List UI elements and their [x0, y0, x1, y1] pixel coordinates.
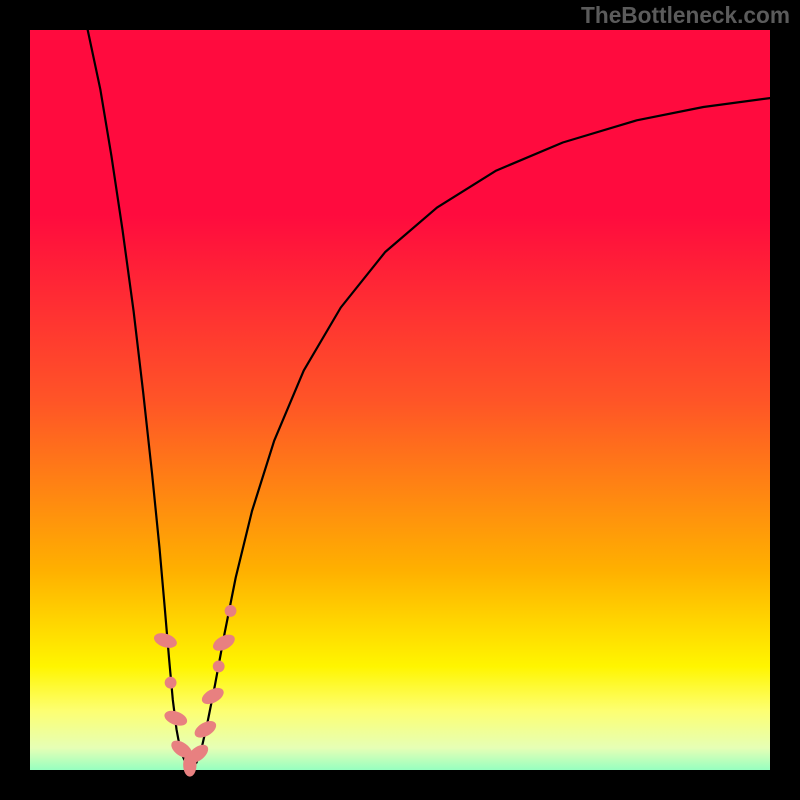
marker-capsule	[192, 718, 219, 741]
marker-capsule	[152, 631, 179, 651]
curve-right	[191, 98, 770, 768]
marker-capsule	[199, 685, 226, 708]
marker-dot	[213, 660, 225, 672]
chart-canvas: TheBottleneck.com	[0, 0, 800, 800]
curve-overlay	[0, 0, 800, 800]
marker-dot	[225, 605, 237, 617]
marker-dot	[165, 677, 177, 689]
curve-left	[88, 30, 192, 768]
